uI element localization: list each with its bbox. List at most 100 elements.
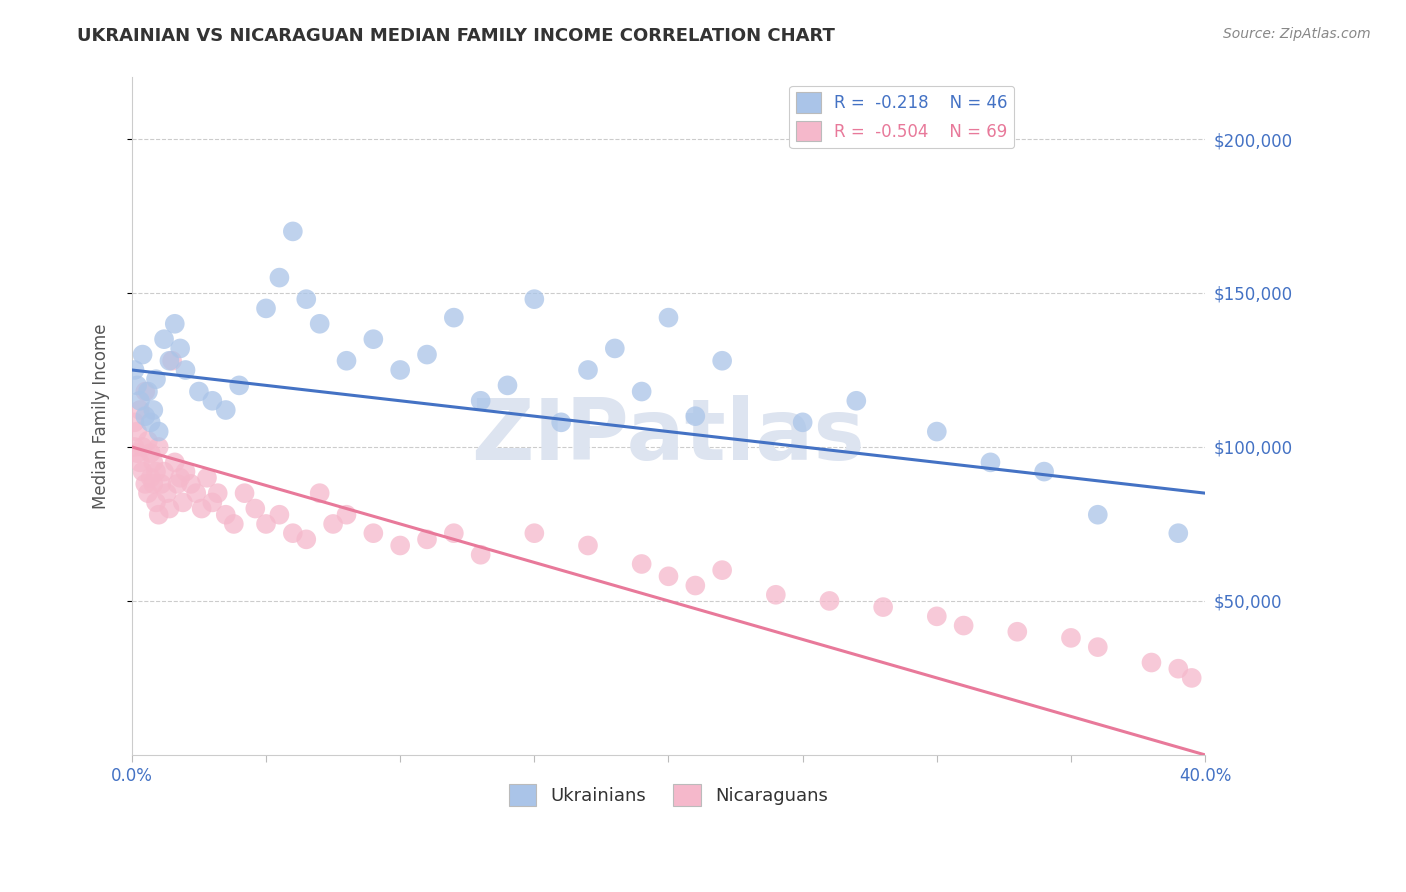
Text: Source: ZipAtlas.com: Source: ZipAtlas.com bbox=[1223, 27, 1371, 41]
Point bbox=[818, 594, 841, 608]
Point bbox=[443, 526, 465, 541]
Point bbox=[603, 342, 626, 356]
Text: UKRAINIAN VS NICARAGUAN MEDIAN FAMILY INCOME CORRELATION CHART: UKRAINIAN VS NICARAGUAN MEDIAN FAMILY IN… bbox=[77, 27, 835, 45]
Point bbox=[496, 378, 519, 392]
Point bbox=[281, 526, 304, 541]
Point bbox=[657, 569, 679, 583]
Point bbox=[169, 342, 191, 356]
Point bbox=[166, 477, 188, 491]
Point bbox=[295, 292, 318, 306]
Point bbox=[576, 539, 599, 553]
Point bbox=[523, 526, 546, 541]
Point bbox=[335, 508, 357, 522]
Point bbox=[148, 440, 170, 454]
Point bbox=[127, 425, 149, 439]
Point bbox=[523, 292, 546, 306]
Text: ZIPatlas: ZIPatlas bbox=[471, 395, 865, 478]
Point bbox=[952, 618, 974, 632]
Point bbox=[363, 526, 385, 541]
Point bbox=[201, 495, 224, 509]
Point bbox=[416, 348, 439, 362]
Point bbox=[254, 301, 277, 316]
Point bbox=[308, 317, 330, 331]
Point bbox=[180, 477, 202, 491]
Point bbox=[416, 533, 439, 547]
Point bbox=[925, 609, 948, 624]
Point bbox=[245, 501, 267, 516]
Point bbox=[163, 455, 186, 469]
Point bbox=[127, 378, 149, 392]
Point bbox=[1167, 526, 1189, 541]
Y-axis label: Median Family Income: Median Family Income bbox=[93, 324, 110, 509]
Point bbox=[169, 471, 191, 485]
Point bbox=[131, 465, 153, 479]
Point bbox=[142, 477, 165, 491]
Point bbox=[228, 378, 250, 392]
Point bbox=[186, 486, 208, 500]
Point bbox=[163, 317, 186, 331]
Point bbox=[470, 393, 492, 408]
Point bbox=[1140, 656, 1163, 670]
Point bbox=[156, 486, 179, 500]
Point bbox=[172, 495, 194, 509]
Point bbox=[845, 393, 868, 408]
Point bbox=[131, 348, 153, 362]
Point bbox=[157, 501, 180, 516]
Point bbox=[124, 415, 146, 429]
Point bbox=[153, 332, 176, 346]
Point bbox=[1060, 631, 1083, 645]
Point bbox=[195, 471, 218, 485]
Point bbox=[550, 415, 572, 429]
Point bbox=[363, 332, 385, 346]
Point bbox=[233, 486, 256, 500]
Point bbox=[134, 384, 156, 399]
Point bbox=[1087, 640, 1109, 654]
Point bbox=[925, 425, 948, 439]
Point bbox=[136, 434, 159, 448]
Point bbox=[139, 415, 162, 429]
Point bbox=[139, 471, 162, 485]
Point bbox=[187, 384, 209, 399]
Point bbox=[792, 415, 814, 429]
Point bbox=[139, 446, 162, 460]
Point bbox=[657, 310, 679, 325]
Point bbox=[136, 384, 159, 399]
Point bbox=[215, 403, 238, 417]
Point bbox=[157, 353, 180, 368]
Point bbox=[142, 455, 165, 469]
Point bbox=[215, 508, 238, 522]
Point bbox=[685, 409, 707, 424]
Point bbox=[174, 363, 197, 377]
Point bbox=[630, 557, 652, 571]
Point bbox=[295, 533, 318, 547]
Point bbox=[222, 516, 245, 531]
Point bbox=[134, 477, 156, 491]
Point bbox=[201, 393, 224, 408]
Point bbox=[1087, 508, 1109, 522]
Point bbox=[127, 446, 149, 460]
Point bbox=[685, 578, 707, 592]
Point bbox=[129, 403, 152, 417]
Point bbox=[281, 224, 304, 238]
Point bbox=[308, 486, 330, 500]
Point bbox=[254, 516, 277, 531]
Point bbox=[1033, 465, 1056, 479]
Point bbox=[443, 310, 465, 325]
Point bbox=[711, 353, 734, 368]
Point bbox=[145, 372, 167, 386]
Point bbox=[765, 588, 787, 602]
Point bbox=[160, 353, 183, 368]
Point bbox=[1007, 624, 1029, 639]
Point bbox=[174, 465, 197, 479]
Point bbox=[389, 363, 412, 377]
Point bbox=[145, 465, 167, 479]
Point bbox=[134, 409, 156, 424]
Point bbox=[269, 508, 291, 522]
Point bbox=[269, 270, 291, 285]
Point bbox=[142, 403, 165, 417]
Point bbox=[576, 363, 599, 377]
Point bbox=[124, 363, 146, 377]
Point bbox=[136, 486, 159, 500]
Point bbox=[190, 501, 212, 516]
Point bbox=[335, 353, 357, 368]
